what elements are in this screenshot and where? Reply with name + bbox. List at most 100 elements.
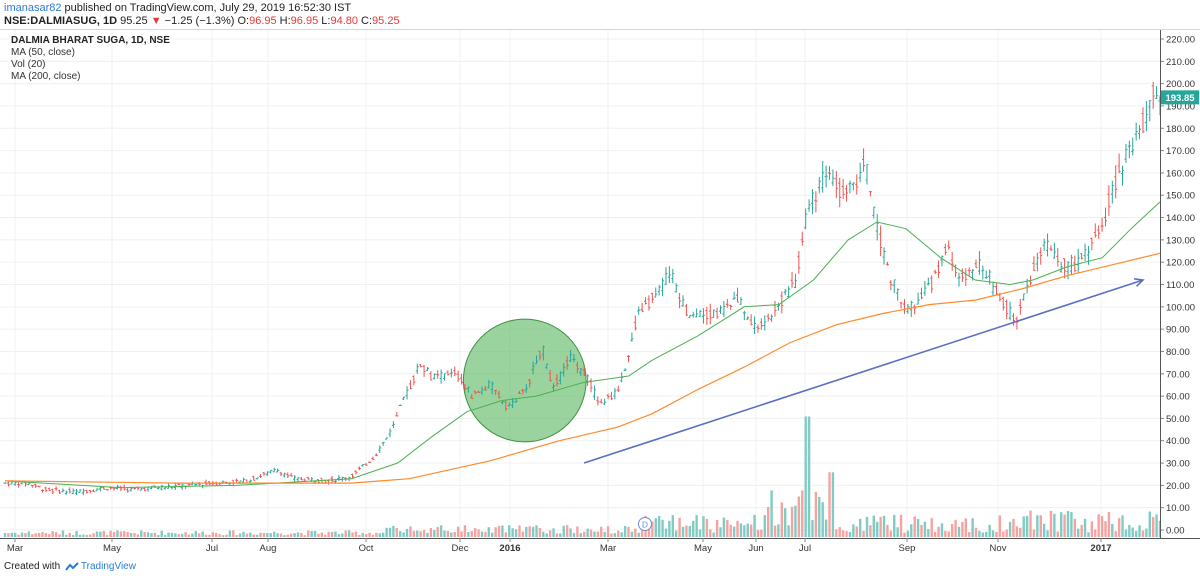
volume-bar xyxy=(24,533,27,537)
ohlc-bar xyxy=(552,383,556,392)
ohlc-bar xyxy=(603,398,607,406)
x-tick-label: Dec xyxy=(452,543,469,554)
ohlc-bar xyxy=(163,486,167,490)
ohlc-bar xyxy=(71,488,75,495)
author-link[interactable]: imanasar82 xyxy=(4,2,62,14)
volume-bar xyxy=(106,535,109,537)
volume-bar xyxy=(126,532,129,537)
volume-bar xyxy=(334,531,337,537)
ohlc-bar xyxy=(371,456,375,460)
ohlc-bar xyxy=(432,373,436,380)
ohlc-bar xyxy=(1114,165,1118,199)
volume-bar xyxy=(1012,518,1015,537)
volume-bar xyxy=(467,532,470,537)
ohlc-bar xyxy=(1100,217,1104,232)
ohlc-bar xyxy=(705,306,709,325)
ohlc-bar xyxy=(790,271,794,288)
volume-bar xyxy=(957,526,961,537)
volume-bar xyxy=(589,529,593,537)
ohlc-bar xyxy=(759,318,763,330)
volume-bar xyxy=(283,535,286,537)
volume-bar xyxy=(143,531,146,537)
ma200-legend[interactable]: MA (200, close) xyxy=(11,71,81,82)
volume-bar xyxy=(470,531,473,537)
volume-bar xyxy=(416,530,419,537)
ohlc-bar xyxy=(930,275,934,294)
volume-bar xyxy=(303,535,307,537)
ohlc-bar xyxy=(742,310,746,320)
ohlc-bar xyxy=(466,386,470,393)
ohlc-bar xyxy=(882,247,886,265)
volume-bar xyxy=(1111,524,1114,537)
ohlc-bar xyxy=(545,363,549,370)
ohlc-bar xyxy=(845,184,849,202)
footer-brand-link[interactable]: TradingView xyxy=(80,561,136,572)
trendline-arrow xyxy=(583,279,1144,464)
ohlc-bar xyxy=(391,421,395,429)
volume-bar xyxy=(630,531,634,537)
close-label: C: xyxy=(361,15,373,27)
ohlc-bar xyxy=(37,485,41,488)
ohlc-bar xyxy=(78,489,82,493)
ma50-legend[interactable]: MA (50, close) xyxy=(11,47,75,58)
ohlc-bar xyxy=(1069,254,1073,275)
price-chart[interactable]: D 220.00 210.00 200.00 190.00 180.00 170.00 16… xyxy=(0,30,1200,558)
ohlc-bar xyxy=(1093,223,1097,238)
volume-bar xyxy=(208,534,211,537)
ohlc-bar xyxy=(81,488,85,496)
volume-bar xyxy=(858,518,862,537)
volume-bar xyxy=(695,515,698,537)
volume-bar xyxy=(1117,518,1121,537)
ohlc-bar xyxy=(1155,86,1159,99)
ohlc-bar xyxy=(994,283,998,295)
volume-bar xyxy=(1005,529,1008,537)
ohlc-bar xyxy=(167,483,171,489)
ohlc-bar xyxy=(1022,293,1026,301)
ohlc-bar xyxy=(500,401,504,405)
volume-bar xyxy=(337,534,341,537)
ohlc-bar xyxy=(221,480,225,483)
open-label: O: xyxy=(237,15,250,27)
ohlc-bar xyxy=(272,467,276,473)
y-tick-label: 0.00 xyxy=(1166,526,1185,537)
volume-bar xyxy=(671,515,674,537)
volume-bar xyxy=(1056,531,1059,537)
volume-legend[interactable]: Vol (20) xyxy=(11,59,46,70)
volume-bar xyxy=(1121,515,1124,537)
volume-bar xyxy=(811,520,814,537)
ohlc-bar xyxy=(981,265,985,280)
ohlc-bar xyxy=(548,369,552,382)
volume-bar xyxy=(1155,514,1158,537)
volume-bar xyxy=(770,490,773,537)
ohlc-bar xyxy=(1134,122,1138,141)
volume-bar xyxy=(102,530,106,537)
volume-bar xyxy=(913,516,916,537)
volume-bar xyxy=(954,519,957,537)
volume-bar xyxy=(491,532,494,537)
volume-bar xyxy=(964,518,967,537)
volume-bar xyxy=(1080,524,1083,537)
volume-bar xyxy=(17,534,20,537)
volume-bar xyxy=(1008,521,1012,537)
ohlc-bar xyxy=(105,489,109,491)
ohlc-bar xyxy=(3,482,7,484)
volume-bar xyxy=(906,530,910,537)
volume-bar xyxy=(3,533,7,537)
volume-bar xyxy=(910,524,913,537)
chart-title: DALMIA BHARAT SUGA, 1D, NSE xyxy=(11,35,170,46)
ohlc-bar xyxy=(797,250,801,274)
ohlc-bar xyxy=(1080,253,1084,260)
low-label: L: xyxy=(321,15,331,27)
volume-bars xyxy=(3,416,1162,537)
volume-bar xyxy=(657,516,661,537)
volume-bar xyxy=(198,533,201,537)
ohlc-bar xyxy=(296,477,300,482)
volume-bar xyxy=(392,525,395,537)
ohlc-bar xyxy=(964,268,968,287)
ohlc-bar xyxy=(862,148,866,172)
volume-bar xyxy=(1066,511,1070,537)
volume-bar xyxy=(429,527,433,537)
ohlc-bar xyxy=(558,371,562,385)
volume-bar xyxy=(627,526,630,537)
volume-bar xyxy=(61,530,65,537)
